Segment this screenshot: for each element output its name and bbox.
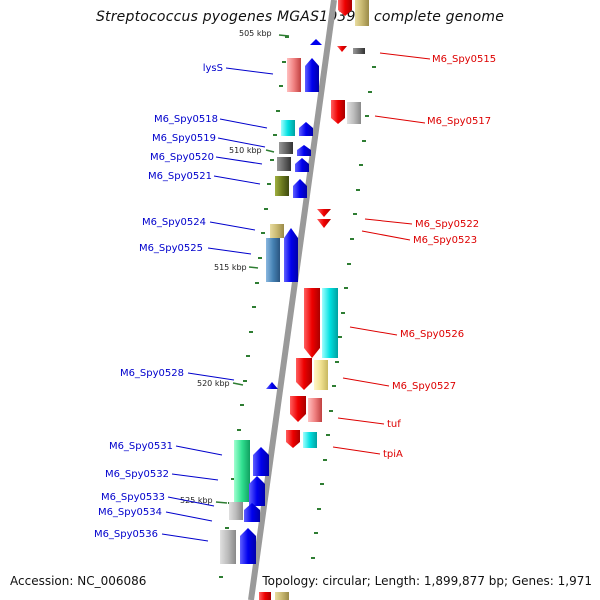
accession-text: Accession: NC_006086 [10, 574, 147, 588]
scale-label-525: 525 kbp [180, 496, 213, 505]
gene-0524-block[interactable] [270, 224, 284, 238]
gene-0515-mini[interactable] [353, 48, 365, 54]
gene-0516-mark[interactable] [337, 46, 347, 52]
gene-label-0534[interactable]: M6_Spy0534 [98, 507, 162, 518]
gene-label-0515[interactable]: M6_Spy0515 [432, 54, 496, 65]
gene-0524-arrow[interactable] [284, 228, 298, 282]
gene-0526-arrow[interactable] [304, 288, 320, 358]
scale-label-510: 510 kbp [229, 146, 262, 155]
gene-0521-arrow[interactable] [293, 179, 307, 198]
scale-marker-525 [215, 501, 228, 504]
gene-label-0521[interactable]: M6_Spy0521 [148, 171, 212, 182]
scale-label-505: 505 kbp [239, 29, 272, 38]
gene-0522-arrow[interactable] [317, 209, 331, 217]
gene-0526-block[interactable] [322, 288, 338, 358]
gene-label-0522[interactable]: M6_Spy0522 [415, 219, 479, 230]
gene-label-0528[interactable]: M6_Spy0528 [120, 368, 184, 379]
gene-0534-arrow[interactable] [244, 503, 260, 522]
gene-0531-block[interactable] [234, 440, 250, 502]
gene-label-0520[interactable]: M6_Spy0520 [150, 152, 214, 163]
scale-marker-520 [232, 382, 244, 386]
scale-label-520: 520 kbp [197, 379, 230, 388]
gene-label-0532[interactable]: M6_Spy0532 [105, 469, 169, 480]
gene-0536-arrow[interactable] [240, 528, 256, 564]
right-gene-labels: M6_Spy0515 M6_Spy0517 M6_Spy0522 M6_Spy0… [383, 54, 496, 460]
gene-label-lysS[interactable]: lysS [203, 63, 223, 74]
gene-tpiA-arrow[interactable] [286, 430, 300, 448]
gene-0518-block[interactable] [281, 120, 295, 136]
right-connectors [332, 52, 431, 455]
gene-label-0517[interactable]: M6_Spy0517 [427, 116, 491, 127]
gene-0532-arrow[interactable] [249, 476, 265, 506]
gene-label-tpiA[interactable]: tpiA [383, 449, 403, 460]
gene-tuf-block[interactable] [308, 398, 322, 422]
gene-label-0524[interactable]: M6_Spy0524 [142, 217, 206, 228]
forward-genes [220, 39, 322, 564]
left-gene-labels: lysS M6_Spy0518 M6_Spy0519 M6_Spy0520 M6… [94, 63, 223, 540]
gene-bottom-1[interactable] [259, 592, 271, 600]
scale-marker-505 [278, 34, 290, 37]
gene-label-tuf[interactable]: tuf [387, 419, 401, 430]
gene-label-0533[interactable]: M6_Spy0533 [101, 492, 165, 503]
gene-tpiA-block[interactable] [303, 432, 317, 448]
reverse-genes [259, 0, 369, 600]
gene-label-0525[interactable]: M6_Spy0525 [139, 243, 203, 254]
gene-marker-505[interactable] [310, 39, 322, 45]
gene-lysS-arrow[interactable] [305, 58, 319, 92]
gene-label-0526[interactable]: M6_Spy0526 [400, 329, 464, 340]
gene-0520-arrow[interactable] [295, 158, 309, 172]
scale-marker-515 [248, 266, 259, 269]
map-title: Streptococcus pyogenes MGAS10394, comple… [95, 9, 505, 25]
gene-0520-block[interactable] [277, 157, 291, 171]
gene-0528-arrow[interactable] [266, 382, 278, 389]
gene-label-0519[interactable]: M6_Spy0519 [152, 133, 216, 144]
gene-bottom-2[interactable] [275, 592, 289, 600]
gene-label-0531[interactable]: M6_Spy0531 [109, 441, 173, 452]
gene-0519-block[interactable] [279, 142, 293, 154]
gene-0515-arrow[interactable] [338, 0, 352, 16]
genome-stats-text: Topology: circular; Length: 1,899,877 bp… [262, 574, 592, 588]
gene-label-0523[interactable]: M6_Spy0523 [413, 235, 477, 246]
gene-0517-block[interactable] [347, 102, 361, 124]
gene-label-0527[interactable]: M6_Spy0527 [392, 381, 456, 392]
gene-0521-block[interactable] [275, 176, 289, 196]
gene-0527-block[interactable] [314, 360, 328, 390]
scale-marker-510 [265, 149, 275, 153]
gene-0527-arrow[interactable] [296, 358, 312, 390]
gene-0536-block[interactable] [220, 530, 236, 564]
gene-label-0536[interactable]: M6_Spy0536 [94, 529, 158, 540]
gene-0531-arrow[interactable] [253, 447, 269, 476]
gene-tuf-arrow[interactable] [290, 396, 306, 422]
left-connectors [161, 67, 274, 542]
scale-label-515: 515 kbp [214, 263, 247, 272]
gene-0517-arrow[interactable] [331, 100, 345, 124]
gene-label-0518[interactable]: M6_Spy0518 [154, 114, 218, 125]
gene-0519-arrow[interactable] [297, 145, 311, 156]
gene-0515-block[interactable] [355, 0, 369, 26]
gene-0533-block[interactable] [229, 502, 243, 520]
gene-lysS-block[interactable] [287, 58, 301, 92]
gene-0525-block[interactable] [266, 238, 280, 282]
gene-0523-arrow[interactable] [317, 219, 331, 228]
gene-0518-arrow[interactable] [299, 122, 313, 136]
